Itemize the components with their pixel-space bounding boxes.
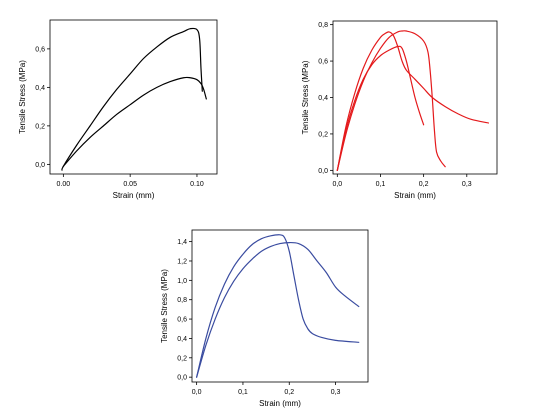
x-tick-label: 0,2	[284, 389, 294, 396]
x-tick-label: 0.05	[123, 181, 137, 188]
y-tick-label: 0,4	[35, 85, 45, 92]
series-line-2	[62, 76, 207, 167]
y-tick-label: 0,4	[177, 336, 187, 343]
series-line-1	[61, 27, 203, 171]
y-tick-label: 0,0	[177, 375, 187, 382]
y-tick-label: 0,8	[177, 297, 187, 304]
series-line-2	[196, 241, 360, 378]
series-line-1	[336, 31, 489, 171]
y-tick-label: 0,4	[318, 95, 328, 102]
y-tick-label: 0,2	[318, 131, 328, 138]
x-tick-label: 0,1	[238, 389, 248, 396]
y-tick-label: 1,0	[177, 278, 187, 285]
y-tick-label: 1,4	[177, 239, 187, 246]
chart-black-stress-strain: 0.00 0.05 0.10 0,0 0,2 0,4 0,6 Strain (mm) Tensi…	[18, 19, 218, 200]
series-line-2	[336, 30, 446, 171]
x-tick-label: 0,1	[376, 181, 386, 188]
y-tick-label: 0,8	[318, 22, 328, 29]
x-tick-label: 0,0	[192, 389, 202, 396]
y-tick-label: 0,6	[35, 46, 45, 53]
x-axis-label: Strain (mm)	[259, 399, 301, 408]
x-tick-label: 0,3	[462, 181, 472, 188]
plot-frame	[49, 19, 218, 175]
series-line-1	[196, 234, 360, 378]
y-axis-label: Tensile Stress (MPa)	[18, 60, 27, 134]
x-tick-label: 0,3	[331, 389, 341, 396]
chart-red-stress-strain: 0,0 0,1 0,2 0,3 0,0 0,2 0,4 0,6 0,8 Strain (mm) Te…	[301, 20, 498, 200]
x-tick-label: 0.10	[190, 181, 204, 188]
x-axis-label: Strain (mm)	[113, 191, 155, 200]
y-axis-label: Tensile Stress (MPa)	[301, 60, 310, 134]
x-tick-label: 0,2	[419, 181, 429, 188]
x-tick-label: 0.00	[57, 181, 71, 188]
x-tick-label: 0,0	[332, 181, 342, 188]
y-tick-label: 0,2	[177, 355, 187, 362]
y-tick-label: 0,6	[177, 317, 187, 324]
y-tick-label: 0,0	[318, 168, 328, 175]
y-tick-label: 1,2	[177, 258, 187, 265]
y-tick-label: 0,0	[35, 162, 45, 169]
y-axis-label: Tensile Stress (MPa)	[160, 269, 169, 343]
y-tick-label: 0,2	[35, 123, 45, 130]
y-tick-label: 0,6	[318, 59, 328, 66]
x-axis-label: Strain (mm)	[394, 191, 436, 200]
plot-frame	[191, 229, 369, 383]
chart-blue-stress-strain: 0,0 0,1 0,2 0,3 0,0 0,2 0,4 0,6 0,8 1,0 1,2 1,4 Stra…	[160, 229, 369, 408]
series-line-3	[336, 45, 425, 171]
